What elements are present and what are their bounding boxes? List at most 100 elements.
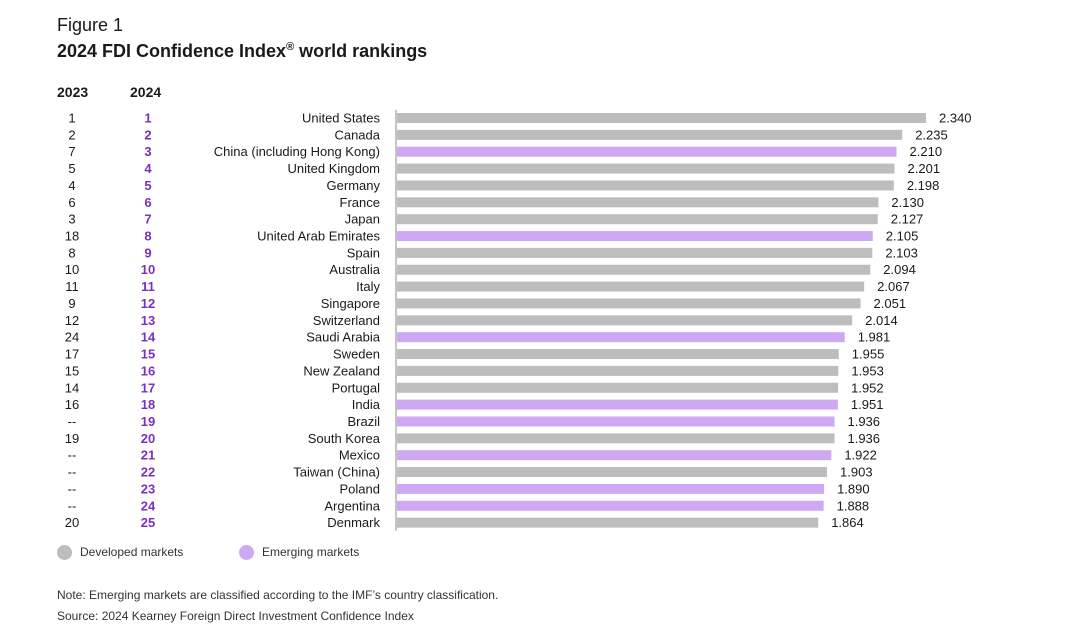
data-label: 2.198: [907, 178, 940, 193]
bar-china-including-hong-kong-: [397, 146, 897, 157]
rank-2023-label: 1: [68, 111, 75, 126]
rank-2023-label: 11: [65, 279, 79, 294]
column-header-2024: 2024: [130, 84, 162, 100]
rank-2024-label: 25: [141, 515, 155, 530]
bar-mexico: [397, 450, 832, 461]
data-label: 1.955: [852, 347, 885, 362]
rank-2024-label: 7: [144, 212, 151, 227]
category-label: India: [352, 397, 381, 412]
rank-2024-label: 3: [144, 144, 151, 159]
bar-united-arab-emirates: [397, 231, 873, 242]
rank-2023-label: --: [68, 498, 77, 513]
bar-poland: [397, 483, 825, 494]
figure-label: Figure 1: [57, 15, 124, 35]
bar-canada: [397, 129, 903, 140]
rank-2023-label: 4: [68, 178, 75, 193]
title-text: 2024 FDI Confidence Index: [57, 41, 287, 61]
rank-2023-label: 19: [65, 431, 79, 446]
bar-australia: [397, 264, 871, 275]
legend-developed-label: Developed markets: [80, 545, 184, 559]
category-label: China (including Hong Kong): [214, 144, 380, 159]
category-label: South Korea: [308, 431, 381, 446]
category-label: Italy: [356, 279, 380, 294]
rank-2023-label: 17: [65, 347, 79, 362]
rank-2023-label: 14: [65, 380, 79, 395]
category-label: France: [340, 195, 380, 210]
category-label: Singapore: [321, 296, 380, 311]
footer-source: Source: 2024 Kearney Foreign Direct Inve…: [57, 609, 414, 623]
data-label: 1.888: [837, 498, 870, 513]
category-label: Sweden: [333, 347, 380, 362]
bar-united-kingdom: [397, 163, 895, 174]
data-label: 2.105: [886, 229, 919, 244]
bar-denmark: [397, 517, 819, 528]
rank-2023-label: 7: [68, 144, 75, 159]
rank-2023-label: 24: [65, 330, 79, 345]
data-label: 1.936: [847, 431, 880, 446]
category-label: United States: [302, 111, 381, 126]
rank-2023-label: 8: [68, 245, 75, 260]
data-label: 2.235: [915, 127, 948, 142]
rank-2024-label: 14: [141, 330, 156, 345]
legend-emerging: Emerging markets: [239, 543, 359, 561]
category-label: Spain: [347, 245, 380, 260]
bar-brazil: [397, 416, 835, 427]
title-suffix: world rankings: [294, 41, 428, 61]
category-label: Saudi Arabia: [306, 330, 380, 345]
bar-france: [397, 197, 879, 208]
rank-2023-label: 10: [65, 262, 79, 277]
legend-emerging-label: Emerging markets: [262, 545, 360, 559]
rank-2023-label: 3: [68, 212, 75, 227]
bar-germany: [397, 180, 894, 191]
rank-2024-label: 2: [144, 127, 151, 142]
bar-switzerland: [397, 315, 853, 326]
rank-2023-label: --: [68, 481, 77, 496]
rank-2024-label: 20: [141, 431, 155, 446]
category-label: Denmark: [327, 515, 380, 530]
bar-singapore: [397, 298, 861, 309]
column-header-2023: 2023: [57, 84, 89, 100]
category-label: Germany: [327, 178, 381, 193]
bar-saudi-arabia: [397, 332, 845, 343]
bar-portugal: [397, 382, 839, 393]
category-label: Poland: [340, 481, 380, 496]
rank-2024-label: 21: [141, 448, 155, 463]
registered-mark: ®: [286, 41, 295, 53]
category-label: Argentina: [324, 498, 380, 513]
rank-2023-label: 9: [68, 296, 75, 311]
rank-2023-label: 5: [68, 161, 75, 176]
rank-2023-label: --: [68, 448, 77, 463]
category-label: United Arab Emirates: [257, 229, 380, 244]
bar-new-zealand: [397, 365, 839, 376]
data-label: 2.210: [910, 144, 943, 159]
category-label: Switzerland: [313, 313, 380, 328]
data-label: 1.922: [844, 448, 877, 463]
bar-japan: [397, 214, 878, 225]
rank-2023-label: 20: [65, 515, 79, 530]
rank-2024-label: 23: [141, 481, 155, 496]
legend-emerging-swatch: [239, 544, 254, 560]
data-label: 1.953: [851, 363, 884, 378]
rank-2024-label: 8: [144, 229, 151, 244]
category-label: Canada: [334, 127, 380, 142]
rank-2024-label: 1: [144, 111, 151, 126]
rank-2023-label: 6: [68, 195, 75, 210]
data-label: 2.201: [908, 161, 941, 176]
category-label: Mexico: [339, 448, 380, 463]
category-label: United Kingdom: [288, 161, 381, 176]
data-label: 1.952: [851, 380, 884, 395]
figure-title: 2024 FDI Confidence Index® world ranking…: [57, 41, 427, 62]
legend-developed-swatch: [57, 544, 72, 560]
category-label: Australia: [329, 262, 380, 277]
bar-spain: [397, 247, 873, 258]
data-label: 1.864: [831, 515, 864, 530]
bar-south-korea: [397, 433, 835, 444]
rank-2024-label: 11: [141, 279, 155, 294]
data-label: 2.014: [865, 313, 898, 328]
rank-2023-label: 15: [65, 363, 79, 378]
bar-italy: [397, 281, 865, 292]
rank-2023-label: 12: [65, 313, 79, 328]
rank-2023-label: --: [68, 465, 77, 480]
rank-2024-label: 16: [141, 363, 155, 378]
